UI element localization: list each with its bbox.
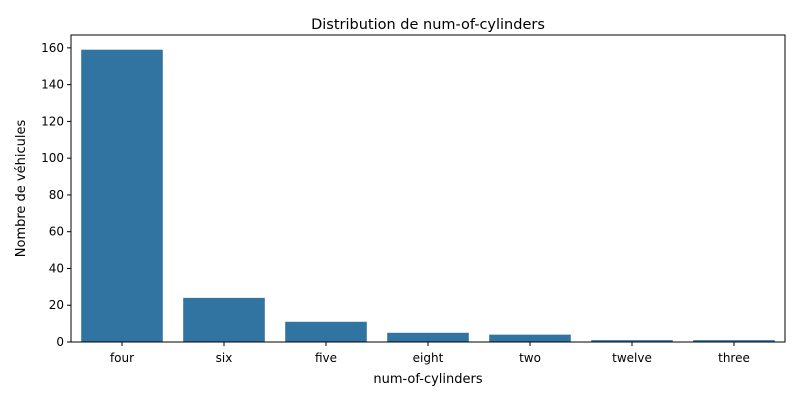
bar-five: [285, 321, 367, 342]
y-tick-label-0: 0: [56, 335, 64, 349]
x-tick-label-two: two: [519, 351, 541, 365]
bar-four: [81, 49, 163, 343]
bar-two: [489, 334, 571, 342]
bar-twelve: [591, 340, 673, 342]
chart-title: Distribution de num-of-cylinders: [311, 17, 545, 33]
plot-frame: [70, 34, 786, 343]
bar-six: [183, 297, 265, 342]
x-axis: four six five eight two twelve three: [110, 342, 750, 365]
y-tick-label-80: 80: [49, 188, 64, 202]
bar-three: [693, 340, 775, 342]
x-tick-label-three: three: [718, 351, 750, 365]
bar-eight: [387, 332, 469, 342]
y-tick-label-120: 120: [41, 114, 64, 128]
bars-group: [81, 49, 775, 343]
y-tick-label-160: 160: [41, 41, 64, 55]
x-tick-label-five: five: [315, 351, 337, 365]
x-tick-label-four: four: [110, 351, 134, 365]
y-axis-label: Nombre de véhicules: [14, 120, 29, 258]
x-tick-label-eight: eight: [413, 351, 444, 365]
y-tick-label-60: 60: [49, 225, 64, 239]
x-tick-label-six: six: [216, 351, 233, 365]
y-tick-label-20: 20: [49, 298, 64, 312]
y-tick-label-140: 140: [41, 78, 64, 92]
x-axis-label: num-of-cylinders: [373, 372, 482, 387]
x-tick-label-twelve: twelve: [612, 351, 652, 365]
y-axis: 0 20 40 60 80 100 120 140 160: [41, 41, 71, 349]
y-tick-label-40: 40: [49, 261, 64, 275]
y-tick-label-100: 100: [41, 151, 64, 165]
